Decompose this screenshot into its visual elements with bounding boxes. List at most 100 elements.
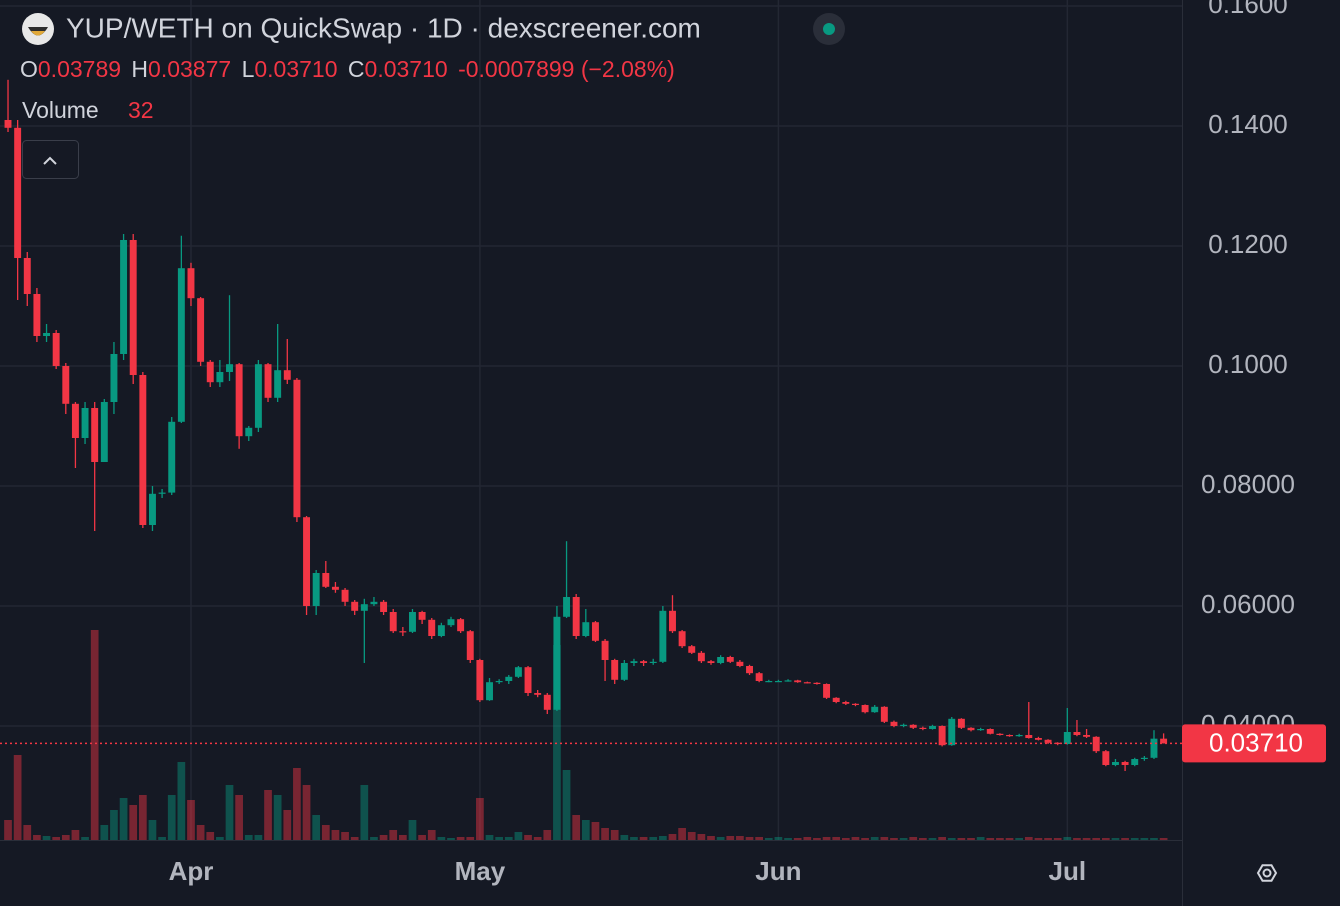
- candle-body: [409, 612, 416, 632]
- candle-body: [293, 379, 301, 518]
- candle-body: [649, 661, 657, 663]
- candle-body: [977, 729, 985, 731]
- volume-bar: [398, 835, 407, 840]
- y-tick-label: 0.1200: [1208, 229, 1288, 259]
- y-tick-label: 0.1600: [1208, 0, 1288, 19]
- candle-body: [688, 646, 696, 653]
- candle-body: [418, 612, 426, 620]
- candle-body: [784, 680, 792, 682]
- candle-body: [187, 268, 195, 299]
- volume-bar: [1140, 838, 1149, 840]
- candle-body: [1025, 735, 1033, 738]
- volume-bar: [456, 837, 465, 840]
- candle-body: [1063, 732, 1071, 744]
- plot-area: [0, 79, 1182, 840]
- candle-body: [572, 597, 580, 636]
- volume-bar: [273, 795, 282, 840]
- candle-body: [851, 703, 859, 705]
- volume-bar: [755, 837, 764, 840]
- candle-body: [399, 631, 407, 633]
- candle-body: [177, 268, 185, 422]
- volume-bar: [254, 835, 263, 840]
- volume-bar: [360, 785, 369, 840]
- volume-bar: [1063, 837, 1072, 840]
- candle-body: [52, 333, 60, 366]
- volume-bar: [707, 836, 715, 840]
- x-tick-label: Apr: [169, 856, 214, 886]
- candle-body: [957, 718, 965, 728]
- volume-bar: [158, 837, 166, 840]
- volume-bar: [774, 837, 783, 840]
- volume-bar: [996, 838, 1004, 840]
- candle-body: [813, 682, 821, 684]
- candle-body: [341, 589, 349, 602]
- candle-body: [909, 724, 917, 728]
- candle-body: [929, 726, 936, 729]
- candle-body: [794, 680, 802, 683]
- x-tick-label: May: [455, 856, 506, 886]
- candle-body: [23, 258, 31, 294]
- candle-body: [919, 727, 927, 729]
- volume-bar: [524, 835, 532, 840]
- volume-bar: [1034, 838, 1043, 840]
- volume-bar: [90, 630, 99, 840]
- volume-bar: [283, 810, 292, 840]
- volume-bar: [793, 838, 802, 840]
- candle-body: [659, 610, 667, 662]
- volume-bar: [1111, 838, 1120, 840]
- volume-label: Volume: [22, 97, 99, 123]
- candle-body: [486, 682, 493, 701]
- y-tick-label: 0.1000: [1208, 349, 1288, 379]
- status-dot: [823, 23, 835, 35]
- candle-body: [1044, 739, 1052, 743]
- volume-bar: [225, 785, 234, 840]
- volume-bar: [495, 837, 503, 840]
- candle-body: [1131, 759, 1139, 765]
- volume-bar: [986, 838, 995, 840]
- candle-body: [755, 673, 763, 681]
- volume-bar: [899, 838, 908, 840]
- volume-bar: [784, 838, 792, 840]
- volume-bar: [23, 825, 32, 840]
- volume-bar: [909, 837, 918, 840]
- volume-bar: [1044, 838, 1052, 840]
- candle-body: [1015, 735, 1023, 737]
- volume-bar: [890, 838, 898, 840]
- volume-bar: [293, 768, 301, 840]
- volume-bar: [504, 837, 513, 840]
- volume-bar: [81, 837, 89, 840]
- settings-icon: [1256, 864, 1278, 882]
- candle-body: [707, 661, 715, 663]
- volume-bar: [572, 815, 581, 840]
- axes: 0.040000.060000.080000.10000.12000.14000…: [169, 0, 1326, 886]
- settings-button[interactable]: [1256, 864, 1278, 882]
- candle-body: [938, 726, 946, 746]
- candle-body: [948, 718, 956, 746]
- candle-body: [514, 667, 522, 677]
- volume-bar: [235, 795, 243, 840]
- candle-body: [697, 652, 705, 662]
- volume-bar: [668, 834, 677, 840]
- candle-body: [601, 640, 609, 660]
- candle-body: [524, 667, 532, 693]
- volume-bar: [331, 830, 340, 840]
- candle-body: [890, 721, 898, 726]
- volume-bar: [659, 836, 667, 840]
- candle-body: [1006, 735, 1014, 737]
- volume-value: 32: [128, 97, 154, 123]
- candle-body: [139, 375, 147, 525]
- volume-bar: [543, 830, 552, 840]
- candle-body: [120, 240, 128, 354]
- candle-body: [900, 724, 908, 726]
- volume-bar: [350, 837, 359, 840]
- candle-body: [1054, 742, 1062, 744]
- candle-body: [495, 681, 503, 683]
- volume-bar: [370, 837, 378, 840]
- volume-bar: [813, 838, 821, 840]
- volume-bar: [264, 790, 272, 840]
- volume-bar: [1121, 838, 1129, 840]
- candle-body: [457, 619, 465, 632]
- volume-bar: [803, 837, 812, 840]
